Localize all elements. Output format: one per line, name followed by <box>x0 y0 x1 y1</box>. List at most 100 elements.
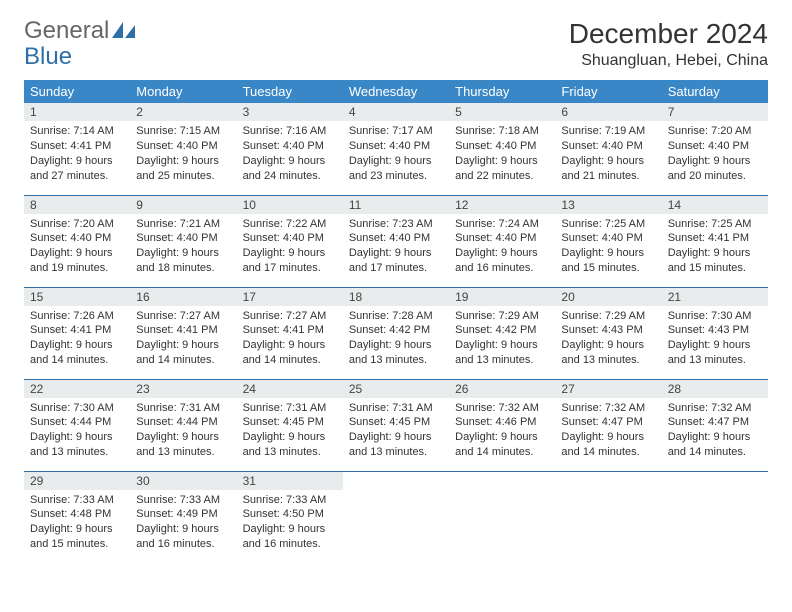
calendar-row: 8Sunrise: 7:20 AMSunset: 4:40 PMDaylight… <box>24 195 768 287</box>
calendar-cell: 16Sunrise: 7:27 AMSunset: 4:41 PMDayligh… <box>130 287 236 379</box>
day-number: 11 <box>343 196 449 214</box>
calendar-cell: 17Sunrise: 7:27 AMSunset: 4:41 PMDayligh… <box>237 287 343 379</box>
day-number: 12 <box>449 196 555 214</box>
day-details: Sunrise: 7:28 AMSunset: 4:42 PMDaylight:… <box>343 306 449 374</box>
day-details: Sunrise: 7:25 AMSunset: 4:41 PMDaylight:… <box>662 214 768 282</box>
calendar-cell: 15Sunrise: 7:26 AMSunset: 4:41 PMDayligh… <box>24 287 130 379</box>
calendar-cell: 24Sunrise: 7:31 AMSunset: 4:45 PMDayligh… <box>237 379 343 471</box>
calendar-row: 1Sunrise: 7:14 AMSunset: 4:41 PMDaylight… <box>24 103 768 195</box>
day-number: 2 <box>130 103 236 121</box>
day-details: Sunrise: 7:16 AMSunset: 4:40 PMDaylight:… <box>237 121 343 189</box>
day-number: 8 <box>24 196 130 214</box>
calendar-cell: 14Sunrise: 7:25 AMSunset: 4:41 PMDayligh… <box>662 195 768 287</box>
calendar-cell: 8Sunrise: 7:20 AMSunset: 4:40 PMDaylight… <box>24 195 130 287</box>
calendar-cell: 19Sunrise: 7:29 AMSunset: 4:42 PMDayligh… <box>449 287 555 379</box>
weekday-header-row: Sunday Monday Tuesday Wednesday Thursday… <box>24 80 768 103</box>
calendar-cell: 3Sunrise: 7:16 AMSunset: 4:40 PMDaylight… <box>237 103 343 195</box>
day-details: Sunrise: 7:32 AMSunset: 4:46 PMDaylight:… <box>449 398 555 466</box>
calendar-table: Sunday Monday Tuesday Wednesday Thursday… <box>24 80 768 563</box>
day-number: 22 <box>24 380 130 398</box>
day-details: Sunrise: 7:18 AMSunset: 4:40 PMDaylight:… <box>449 121 555 189</box>
calendar-cell: 25Sunrise: 7:31 AMSunset: 4:45 PMDayligh… <box>343 379 449 471</box>
calendar-cell: 26Sunrise: 7:32 AMSunset: 4:46 PMDayligh… <box>449 379 555 471</box>
weekday-header: Monday <box>130 80 236 103</box>
day-number: 14 <box>662 196 768 214</box>
calendar-cell <box>555 471 661 563</box>
day-details: Sunrise: 7:33 AMSunset: 4:48 PMDaylight:… <box>24 490 130 558</box>
calendar-body: 1Sunrise: 7:14 AMSunset: 4:41 PMDaylight… <box>24 103 768 563</box>
day-details: Sunrise: 7:20 AMSunset: 4:40 PMDaylight:… <box>24 214 130 282</box>
day-details: Sunrise: 7:23 AMSunset: 4:40 PMDaylight:… <box>343 214 449 282</box>
day-details: Sunrise: 7:27 AMSunset: 4:41 PMDaylight:… <box>130 306 236 374</box>
day-number: 20 <box>555 288 661 306</box>
weekday-header: Wednesday <box>343 80 449 103</box>
title-block: December 2024 Shuangluan, Hebei, China <box>569 18 768 70</box>
day-details: Sunrise: 7:33 AMSunset: 4:49 PMDaylight:… <box>130 490 236 558</box>
day-number: 3 <box>237 103 343 121</box>
header: GeneralBlue December 2024 Shuangluan, He… <box>24 18 768 70</box>
day-details: Sunrise: 7:27 AMSunset: 4:41 PMDaylight:… <box>237 306 343 374</box>
weekday-header: Thursday <box>449 80 555 103</box>
calendar-cell: 13Sunrise: 7:25 AMSunset: 4:40 PMDayligh… <box>555 195 661 287</box>
calendar-cell: 9Sunrise: 7:21 AMSunset: 4:40 PMDaylight… <box>130 195 236 287</box>
calendar-cell: 27Sunrise: 7:32 AMSunset: 4:47 PMDayligh… <box>555 379 661 471</box>
day-number: 1 <box>24 103 130 121</box>
brand-logo: GeneralBlue <box>24 18 138 69</box>
calendar-cell: 18Sunrise: 7:28 AMSunset: 4:42 PMDayligh… <box>343 287 449 379</box>
calendar-cell: 31Sunrise: 7:33 AMSunset: 4:50 PMDayligh… <box>237 471 343 563</box>
weekday-header: Sunday <box>24 80 130 103</box>
day-details: Sunrise: 7:31 AMSunset: 4:44 PMDaylight:… <box>130 398 236 466</box>
calendar-cell: 5Sunrise: 7:18 AMSunset: 4:40 PMDaylight… <box>449 103 555 195</box>
calendar-cell: 20Sunrise: 7:29 AMSunset: 4:43 PMDayligh… <box>555 287 661 379</box>
calendar-cell: 7Sunrise: 7:20 AMSunset: 4:40 PMDaylight… <box>662 103 768 195</box>
day-number: 5 <box>449 103 555 121</box>
day-number: 6 <box>555 103 661 121</box>
day-number: 17 <box>237 288 343 306</box>
day-number: 10 <box>237 196 343 214</box>
day-number: 30 <box>130 472 236 490</box>
calendar-cell <box>662 471 768 563</box>
calendar-cell: 28Sunrise: 7:32 AMSunset: 4:47 PMDayligh… <box>662 379 768 471</box>
day-details: Sunrise: 7:31 AMSunset: 4:45 PMDaylight:… <box>237 398 343 466</box>
day-details: Sunrise: 7:30 AMSunset: 4:43 PMDaylight:… <box>662 306 768 374</box>
calendar-cell: 30Sunrise: 7:33 AMSunset: 4:49 PMDayligh… <box>130 471 236 563</box>
day-number: 21 <box>662 288 768 306</box>
calendar-cell <box>343 471 449 563</box>
day-details: Sunrise: 7:17 AMSunset: 4:40 PMDaylight:… <box>343 121 449 189</box>
calendar-cell: 1Sunrise: 7:14 AMSunset: 4:41 PMDaylight… <box>24 103 130 195</box>
day-details: Sunrise: 7:32 AMSunset: 4:47 PMDaylight:… <box>662 398 768 466</box>
calendar-cell: 23Sunrise: 7:31 AMSunset: 4:44 PMDayligh… <box>130 379 236 471</box>
day-details: Sunrise: 7:24 AMSunset: 4:40 PMDaylight:… <box>449 214 555 282</box>
day-details: Sunrise: 7:20 AMSunset: 4:40 PMDaylight:… <box>662 121 768 189</box>
calendar-cell: 2Sunrise: 7:15 AMSunset: 4:40 PMDaylight… <box>130 103 236 195</box>
day-details: Sunrise: 7:21 AMSunset: 4:40 PMDaylight:… <box>130 214 236 282</box>
day-number: 27 <box>555 380 661 398</box>
day-number: 26 <box>449 380 555 398</box>
weekday-header: Tuesday <box>237 80 343 103</box>
calendar-row: 22Sunrise: 7:30 AMSunset: 4:44 PMDayligh… <box>24 379 768 471</box>
day-details: Sunrise: 7:29 AMSunset: 4:43 PMDaylight:… <box>555 306 661 374</box>
day-number: 16 <box>130 288 236 306</box>
day-details: Sunrise: 7:19 AMSunset: 4:40 PMDaylight:… <box>555 121 661 189</box>
location-text: Shuangluan, Hebei, China <box>569 52 768 70</box>
calendar-cell: 4Sunrise: 7:17 AMSunset: 4:40 PMDaylight… <box>343 103 449 195</box>
day-number: 28 <box>662 380 768 398</box>
weekday-header: Saturday <box>662 80 768 103</box>
day-details: Sunrise: 7:30 AMSunset: 4:44 PMDaylight:… <box>24 398 130 466</box>
day-number: 4 <box>343 103 449 121</box>
day-number: 23 <box>130 380 236 398</box>
day-details: Sunrise: 7:14 AMSunset: 4:41 PMDaylight:… <box>24 121 130 189</box>
calendar-cell: 29Sunrise: 7:33 AMSunset: 4:48 PMDayligh… <box>24 471 130 563</box>
day-details: Sunrise: 7:31 AMSunset: 4:45 PMDaylight:… <box>343 398 449 466</box>
calendar-cell: 21Sunrise: 7:30 AMSunset: 4:43 PMDayligh… <box>662 287 768 379</box>
calendar-row: 15Sunrise: 7:26 AMSunset: 4:41 PMDayligh… <box>24 287 768 379</box>
day-number: 18 <box>343 288 449 306</box>
day-number: 24 <box>237 380 343 398</box>
month-title: December 2024 <box>569 18 768 50</box>
calendar-cell <box>449 471 555 563</box>
day-number: 9 <box>130 196 236 214</box>
calendar-cell: 10Sunrise: 7:22 AMSunset: 4:40 PMDayligh… <box>237 195 343 287</box>
day-number: 25 <box>343 380 449 398</box>
calendar-cell: 11Sunrise: 7:23 AMSunset: 4:40 PMDayligh… <box>343 195 449 287</box>
day-details: Sunrise: 7:32 AMSunset: 4:47 PMDaylight:… <box>555 398 661 466</box>
